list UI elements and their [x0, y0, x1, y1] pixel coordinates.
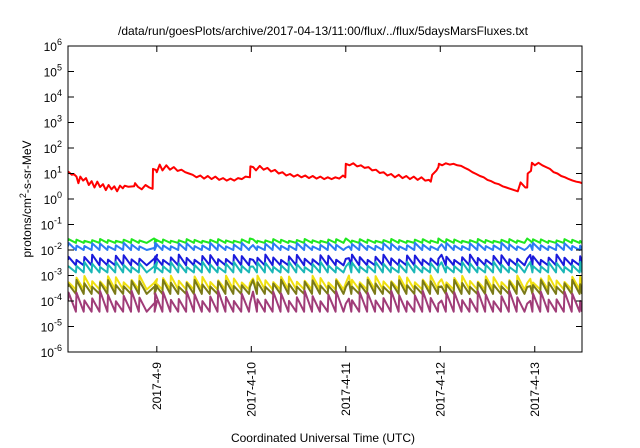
y-tick-label: 100: [44, 190, 62, 207]
x-tick-label: 2017-4-13: [528, 362, 542, 417]
x-tick-label: 2017-4-11: [339, 362, 353, 416]
x-tick-label: 2017-4-9: [150, 362, 164, 410]
y-tick-label: 10-4: [41, 292, 62, 309]
series-line-3: [68, 253, 582, 267]
y-tick-label: 10-5: [41, 318, 62, 335]
y-axis-label: protons/cm2-s-sr-MeV: [18, 140, 34, 257]
x-axis-label: Coordinated Universal Time (UTC): [231, 431, 415, 445]
y-axis: 10-6 10-5 10-4 10-3 10-2 10-1 100 101 102 103 104 1…: [41, 37, 582, 360]
x-tick-label: 2017-4-10: [244, 362, 258, 417]
series-line-2: [68, 241, 582, 251]
y-tick-label: 10-3: [41, 267, 62, 284]
y-tick-label: 101: [44, 165, 62, 182]
y-tick-label: 103: [44, 114, 62, 131]
y-tick-label: 106: [44, 37, 62, 54]
y-tick-label: 10-1: [41, 216, 62, 233]
series-line-0: [68, 161, 582, 193]
series-group: [68, 161, 582, 313]
x-axis: 2017-4-9 2017-4-10 2017-4-11 2017-4-12 2017-…: [150, 46, 542, 417]
y-tick-label: 104: [44, 88, 62, 105]
y-tick-label: 10-2: [41, 241, 62, 258]
y-tick-label: 105: [44, 63, 62, 80]
y-tick-label: 10-6: [41, 343, 62, 360]
series-line-1: [68, 237, 582, 244]
x-tick-label: 2017-4-12: [433, 362, 447, 417]
series-line-7: [68, 289, 582, 313]
series-line-4: [68, 260, 582, 274]
chart-title: /data/run/goesPlots/archive/2017-04-13/1…: [118, 24, 529, 38]
series-line-5: [68, 274, 582, 291]
y-tick-label: 102: [44, 139, 62, 156]
